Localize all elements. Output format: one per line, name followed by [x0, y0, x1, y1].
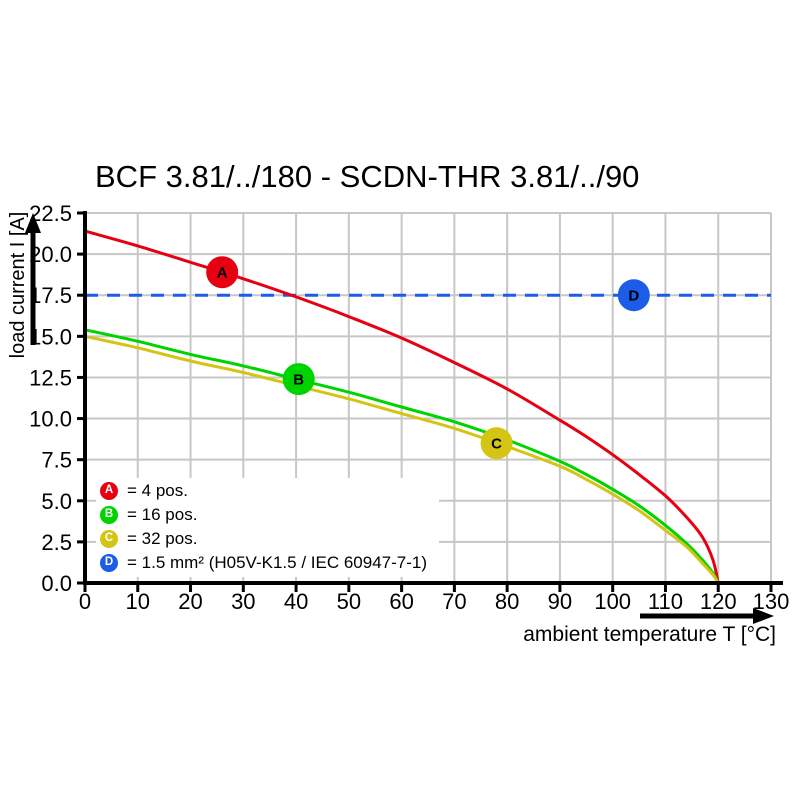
- axes: [83, 211, 783, 585]
- legend-marker-d-icon: D: [100, 553, 118, 572]
- legend-marker-c-icon: C: [100, 529, 118, 548]
- x-tick-label: 0: [79, 589, 91, 614]
- chart-title: BCF 3.81/../180 - SCDN-THR 3.81/../90: [95, 159, 639, 194]
- marker-d-letter: D: [628, 288, 639, 305]
- marker-d-icon: [617, 279, 650, 312]
- x-tick-label: 110: [648, 589, 683, 614]
- y-tick-label: 0.0: [41, 571, 72, 596]
- y-tick-label: 12.5: [29, 365, 72, 390]
- x-tick-label: 40: [284, 589, 308, 614]
- x-tick-label: 80: [495, 589, 519, 614]
- x-tick-label: 30: [231, 589, 255, 614]
- curve-b: [83, 328, 720, 585]
- y-axis-arrow-icon: [25, 213, 41, 345]
- x-tick-label: 130: [753, 589, 790, 614]
- marker-b-letter: B: [293, 372, 304, 389]
- y-axis-label: load current I [A]: [7, 212, 29, 359]
- tick-labels: 0 10 20 30 40 50 60 70 80 90 100 110 120 130 0.0 2.5 5.0…: [29, 201, 789, 614]
- x-tick-label: 100: [594, 589, 631, 614]
- y-tick-label: 7.5: [41, 448, 72, 473]
- legend-marker-b-icon: B: [100, 505, 118, 524]
- legend-label-d: = 1.5 mm² (H05V-K1.5 / IEC 60947-7-1): [127, 552, 427, 572]
- curve-markers: A B C D: [206, 256, 650, 460]
- x-axis-label: ambient temperature T [°C]: [523, 623, 776, 646]
- x-tick-label: 120: [700, 589, 737, 614]
- curve-a: [83, 229, 720, 585]
- legend: A = 4 pos. B = 16 pos. C = 32 pos. D = 1…: [96, 478, 439, 577]
- y-tick-label: 15.0: [29, 324, 72, 349]
- legend-label-b: = 16 pos.: [127, 504, 198, 524]
- marker-c-icon: [480, 427, 513, 460]
- y-tick-label: 20.0: [29, 242, 72, 267]
- x-tick-label: 50: [337, 589, 361, 614]
- legend-marker-a-icon: A: [100, 481, 118, 500]
- y-tick-label: 5.0: [41, 489, 72, 514]
- x-axis-arrow-icon: [640, 608, 774, 624]
- curve-c: [83, 334, 720, 585]
- marker-a-letter: A: [217, 265, 228, 282]
- legend-label-c: = 32 pos.: [127, 528, 198, 548]
- marker-a-icon: [206, 256, 239, 289]
- x-tick-label: 60: [389, 589, 413, 614]
- x-tick-label: 70: [442, 589, 466, 614]
- marker-b-icon: [282, 363, 315, 396]
- x-tick-label: 90: [548, 589, 572, 614]
- y-tick-label: 10.0: [29, 407, 72, 432]
- legend-item-a: A = 4 pos.: [100, 480, 427, 501]
- marker-c-letter: C: [491, 436, 502, 453]
- y-tick-label: 2.5: [41, 530, 72, 555]
- x-tick-label: 20: [178, 589, 202, 614]
- x-tick-label: 10: [126, 589, 150, 614]
- legend-item-d: D = 1.5 mm² (H05V-K1.5 / IEC 60947-7-1): [100, 552, 427, 573]
- legend-item-c: C = 32 pos.: [100, 528, 427, 549]
- legend-item-b: B = 16 pos.: [100, 504, 427, 525]
- curves: [83, 229, 720, 585]
- legend-label-a: = 4 pos.: [127, 480, 188, 500]
- y-tick-label: 17.5: [29, 283, 72, 308]
